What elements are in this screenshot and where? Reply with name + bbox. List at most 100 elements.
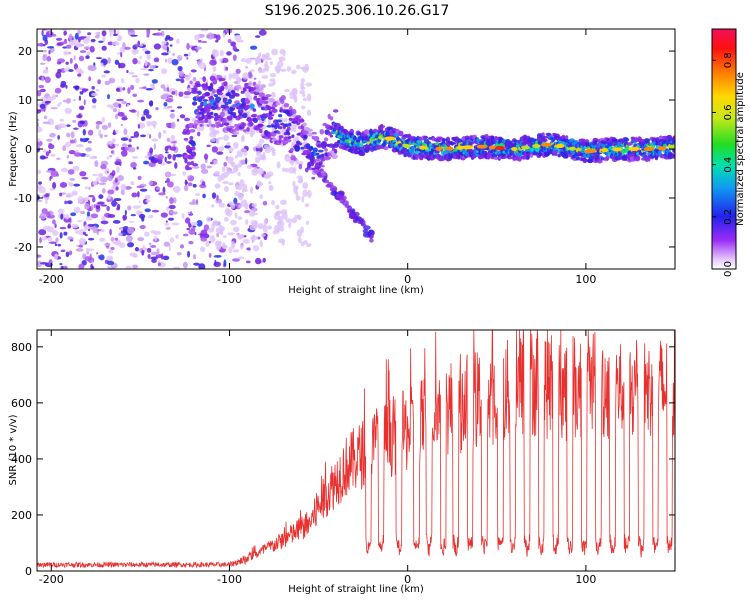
spectrogram-blob	[167, 105, 173, 109]
spectrogram-blob	[176, 118, 180, 122]
spectrogram-blob	[187, 87, 192, 92]
spectrogram-blob	[137, 124, 141, 129]
spectrogram-blob	[107, 214, 116, 218]
spectrogram-blob	[294, 214, 300, 219]
spectrogram-blob	[101, 116, 105, 123]
spectrogram-y-label: Frequency (Hz)	[8, 111, 19, 187]
spectrogram-blob	[203, 153, 209, 160]
spectrogram-ridge-cell	[200, 101, 204, 107]
spectrogram-blob	[65, 61, 69, 65]
spectrogram-blob	[196, 220, 203, 227]
spectrogram-blob	[136, 60, 141, 65]
spectrogram-blob	[130, 34, 138, 37]
spectrogram-blob	[182, 261, 188, 269]
spectrogram-blob	[206, 216, 212, 223]
spectrogram-blob	[132, 167, 137, 170]
spectrogram-blob	[118, 62, 126, 69]
spectrogram-blob	[70, 239, 74, 242]
spectrogram-blob	[124, 46, 131, 50]
spectrogram-ridge-cell	[285, 139, 292, 143]
spectrogram-blob	[298, 176, 304, 184]
x-tick-label: -100	[217, 273, 242, 286]
spectrogram-ridge-cell	[183, 138, 189, 141]
spectrogram-ridge-cell	[312, 147, 318, 153]
spectrogram-blob	[246, 164, 253, 169]
spectrogram-blob	[122, 87, 126, 91]
spectrogram-blob	[293, 166, 297, 175]
spectrogram-ridge-cell	[240, 90, 245, 94]
spectrogram-blob	[113, 197, 122, 202]
spectrogram-ridge-cell	[190, 160, 195, 166]
spectrogram-blob	[232, 258, 241, 262]
spectrogram-blob	[52, 94, 56, 100]
spectrogram-blob	[219, 49, 224, 57]
spectrogram-blob	[133, 43, 140, 47]
spectrogram-ridge-cell	[353, 150, 359, 154]
spectrogram-blob	[101, 124, 109, 130]
spectrogram-blob	[200, 237, 208, 242]
spectrogram-blob	[88, 76, 92, 82]
spectrogram-blob	[42, 121, 51, 124]
x-tick-label: 0	[404, 573, 411, 586]
spectrogram-blob	[178, 91, 184, 97]
spectrogram-blob	[45, 151, 50, 157]
spectrogram-ridge-cell	[298, 163, 303, 170]
spectrogram-blob	[59, 226, 67, 230]
spectrogram-ridge-cell	[185, 129, 191, 135]
spectrogram-ridge-cell	[212, 79, 217, 83]
spectrogram-blob	[87, 129, 94, 136]
spectrogram-blob	[86, 211, 91, 218]
spectrogram-blob	[87, 228, 91, 232]
spectrogram-ridge-cell	[268, 97, 275, 103]
spectrogram-ridge-cell	[249, 103, 255, 110]
spectrogram-ridge-peak	[435, 146, 443, 151]
spectrogram-blob	[245, 157, 248, 165]
spectrogram-blob	[162, 255, 170, 261]
spectrogram-blob	[107, 122, 112, 128]
spectrogram-ridge-cell	[275, 101, 281, 106]
spectrogram-blob	[37, 89, 42, 97]
spectrogram-blob	[176, 251, 182, 256]
spectrogram-x-label: Height of straight line (km)	[288, 285, 424, 296]
spectrogram-blob	[174, 162, 178, 169]
spectrogram-ridge-cell	[331, 147, 336, 151]
spectrogram-blob	[283, 89, 291, 93]
spectrogram-blob	[143, 73, 150, 76]
spectrogram-blob	[118, 242, 126, 248]
spectrogram-blob	[148, 68, 154, 72]
spectrogram-ridge-cell	[239, 109, 244, 113]
spectrogram-blob	[71, 223, 79, 229]
spectrogram-blob	[263, 144, 270, 149]
spectrogram-blob	[189, 80, 193, 84]
spectrogram-blob	[127, 144, 132, 148]
spectrogram-blob	[165, 34, 171, 40]
spectrogram-ridge-cell	[235, 84, 242, 90]
spectrogram-blob	[144, 194, 151, 200]
spectrogram-blob	[172, 143, 176, 147]
spectrogram-ridge-cell	[267, 105, 272, 111]
spectrogram-blob	[59, 118, 65, 122]
x-tick-label: -200	[39, 573, 64, 586]
spectrogram-blob	[228, 147, 234, 153]
spectrogram-blob	[237, 216, 243, 221]
spectrogram-blob	[251, 168, 259, 176]
spectrogram-blob	[228, 73, 233, 80]
spectrogram-blob	[190, 90, 199, 94]
spectrogram-blob	[171, 91, 176, 95]
spectrogram-ridge-cell	[554, 153, 558, 157]
spectrogram-blob	[263, 219, 267, 227]
spectrogram-blob	[171, 211, 178, 215]
spectrogram-blob	[285, 218, 293, 224]
spectrogram-blob	[107, 94, 110, 100]
spectrogram-ridge-cell	[424, 149, 431, 152]
spectrogram-blob	[149, 100, 154, 107]
spectrogram-blob	[150, 256, 158, 260]
spectrogram-blob	[177, 106, 183, 109]
spectrogram-blob	[118, 232, 123, 237]
spectrogram-blob	[166, 46, 170, 53]
spectrogram-ridge-cell	[248, 81, 253, 87]
spectrogram-blob	[151, 258, 157, 264]
spectrogram-blob	[63, 231, 68, 236]
spectrogram-blob	[175, 89, 178, 97]
spectrogram-blob	[125, 235, 133, 243]
